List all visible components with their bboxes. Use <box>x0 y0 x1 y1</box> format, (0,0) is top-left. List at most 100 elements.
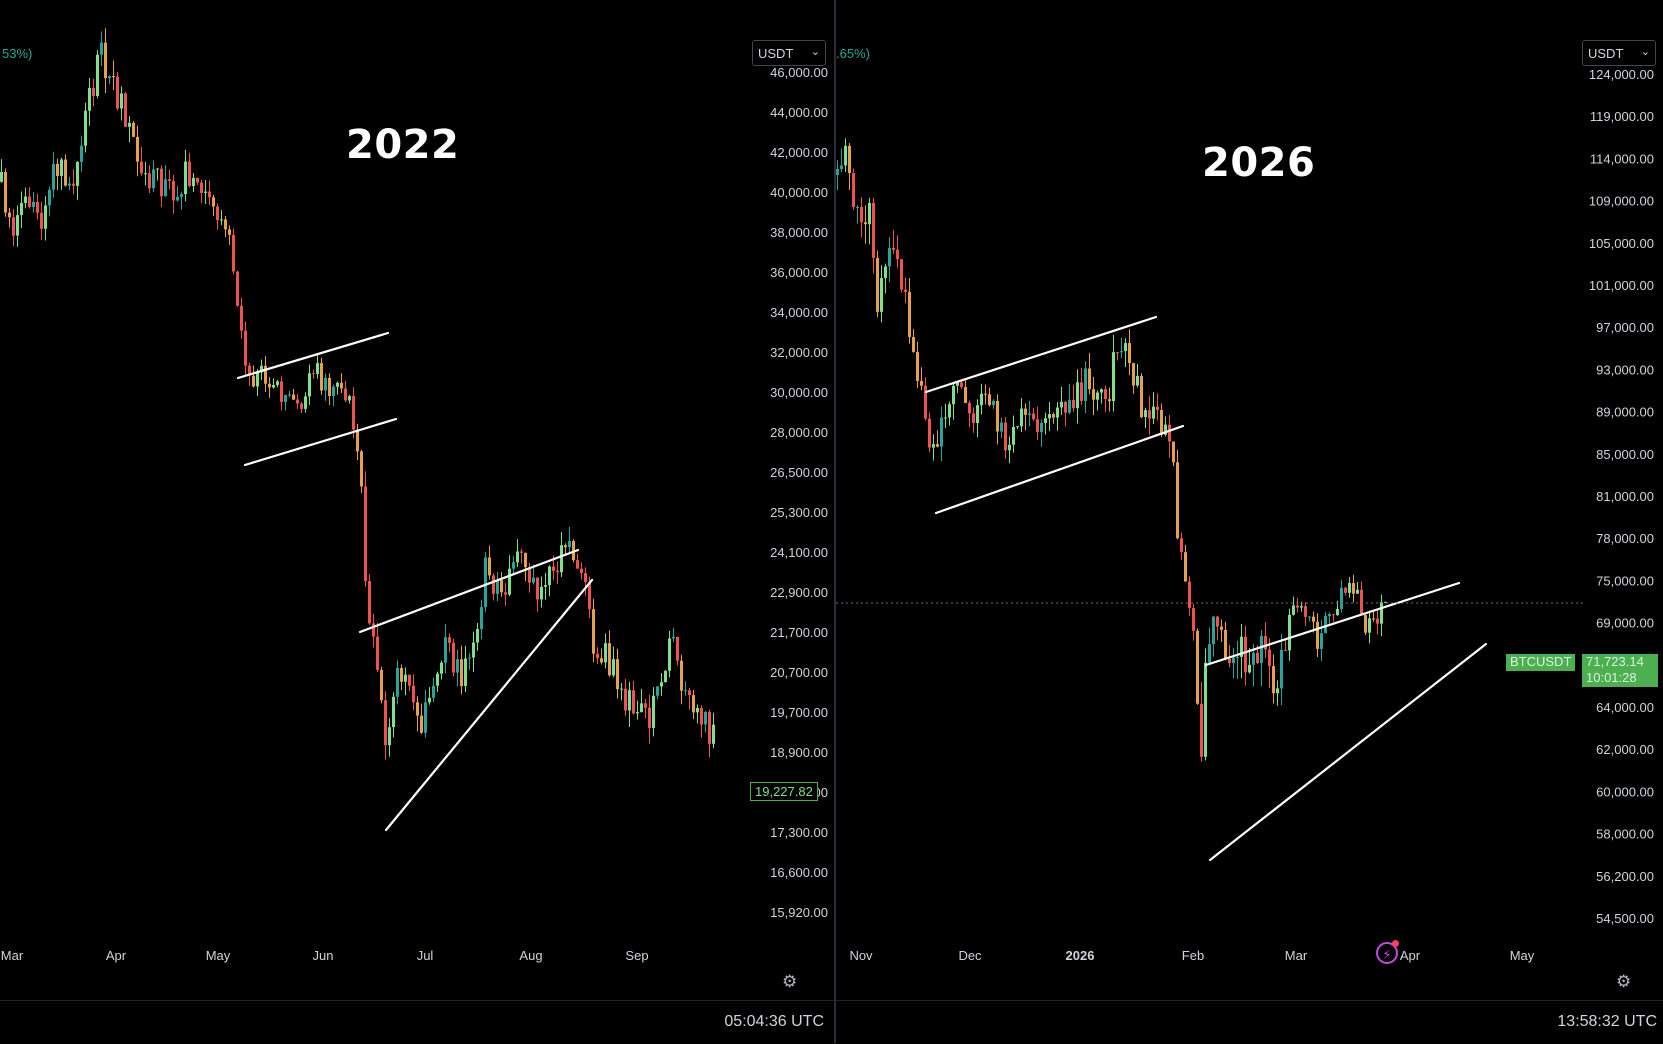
candle-body <box>444 637 447 663</box>
x-tick-label: Feb <box>1182 948 1204 963</box>
y-tick-label: 85,000.00 <box>1596 447 1654 462</box>
candle-body <box>400 668 403 682</box>
candle-body <box>292 394 295 400</box>
candle-body <box>580 568 583 574</box>
candle-body <box>208 191 211 198</box>
candle-body <box>76 161 79 186</box>
candle-body <box>676 636 679 661</box>
candle-body <box>920 380 923 386</box>
candle-body <box>440 662 443 674</box>
y-tick-label: 62,000.00 <box>1596 742 1654 757</box>
candle-body <box>56 163 59 176</box>
currency-select[interactable]: USDT ⌄ <box>752 40 826 66</box>
x-tick-label: Jul <box>417 948 434 963</box>
candle-body <box>1264 635 1267 650</box>
candle-body <box>988 394 991 406</box>
candle-body <box>1228 658 1231 664</box>
y-tick-label: 28,000.00 <box>770 425 828 440</box>
chart-panel-2022[interactable]: 46,000.00 44,000.00 42,000.00 40,000.00 38,0… <box>0 0 834 1000</box>
candle-body <box>1004 422 1007 451</box>
candle-body <box>128 122 131 127</box>
candle-body <box>344 388 347 401</box>
candle-body <box>1300 606 1303 608</box>
candle-body <box>1084 368 1087 401</box>
y-tick-label: 58,000.00 <box>1596 827 1654 842</box>
lightning-icon[interactable]: ⚡ <box>1376 942 1398 964</box>
candle-body <box>532 577 535 583</box>
candlestick-chart-2022[interactable]: 46,000.00 44,000.00 42,000.00 40,000.00 38,0… <box>0 0 834 1000</box>
x-tick-label: May <box>1510 948 1535 963</box>
candle-body <box>684 690 687 692</box>
y-tick-label: 78,000.00 <box>1596 531 1654 546</box>
candle-body <box>1288 614 1291 651</box>
candle-body <box>904 289 907 292</box>
candle-body <box>888 247 891 267</box>
candle-body <box>1296 605 1299 608</box>
candle-body <box>1352 583 1355 594</box>
candle-body <box>1272 666 1275 694</box>
gear-icon[interactable]: ⚙ <box>782 972 798 991</box>
candle-body <box>1304 606 1307 617</box>
candle-body <box>712 724 715 744</box>
candle-body <box>1176 462 1179 539</box>
candle-body <box>412 685 415 703</box>
candle-body <box>1180 538 1183 553</box>
candle-body <box>424 702 427 733</box>
candle-body <box>388 727 391 746</box>
candle-body <box>148 173 151 189</box>
chart-panel-2026[interactable]: 124,000.00 119,000.00 114,000.00 109,000.00… <box>836 0 1663 1000</box>
trendline <box>1208 642 1488 862</box>
candle-body <box>1204 662 1207 757</box>
candle-body <box>1060 401 1063 408</box>
x-tick-label: Sep <box>625 948 648 963</box>
candle-body <box>144 173 147 175</box>
candle-body <box>84 110 87 146</box>
candle-body <box>1132 363 1135 386</box>
candle-body <box>1324 616 1327 634</box>
x-tick-label: Apr <box>1400 948 1421 963</box>
candle-body <box>656 686 659 696</box>
candle-body <box>704 711 707 725</box>
candle-body <box>1028 413 1031 415</box>
candle-body <box>1336 608 1339 616</box>
candle-body <box>8 212 11 218</box>
candle-body <box>380 669 383 701</box>
candle-body <box>672 636 675 639</box>
y-tick-label: 24,100.00 <box>770 545 828 560</box>
candle-body <box>1112 352 1115 402</box>
candle-body <box>316 363 319 374</box>
y-tick-label: 38,000.00 <box>770 225 828 240</box>
candle-body <box>492 575 495 594</box>
y-tick-label: 18,900.00 <box>770 745 828 760</box>
candle-body <box>1052 414 1055 418</box>
candle-body <box>868 202 871 225</box>
candle-body <box>1316 621 1319 649</box>
candle-body <box>164 179 167 197</box>
candle-body <box>256 372 259 387</box>
candle-body <box>1240 636 1243 657</box>
candle-body <box>372 623 375 637</box>
candlestick-chart-2026[interactable]: 124,000.00 119,000.00 114,000.00 109,000.00… <box>836 0 1663 1000</box>
candle-body <box>480 607 483 630</box>
y-tick-label: 44,000.00 <box>770 105 828 120</box>
candle-body <box>336 382 339 387</box>
candle-body <box>1056 407 1059 418</box>
candle-body <box>156 168 159 170</box>
candle-body <box>1212 616 1215 645</box>
candle-body <box>540 586 543 600</box>
gear-icon[interactable]: ⚙ <box>1616 972 1632 991</box>
candle-body <box>448 637 451 643</box>
candle-body <box>860 206 863 223</box>
candle-body <box>872 202 875 259</box>
candle-body <box>648 707 651 729</box>
candle-body <box>524 552 527 568</box>
bottom-bar-2022: 05:04:36 UTC <box>0 1000 834 1044</box>
candle-body <box>560 545 563 573</box>
candle-body <box>36 201 39 213</box>
currency-select[interactable]: USDT ⌄ <box>1582 40 1656 66</box>
candle-body <box>1372 618 1375 620</box>
symbol-label: BTCUSDT <box>1506 654 1576 671</box>
candle-body <box>632 690 635 714</box>
candle-body <box>1044 418 1047 424</box>
candle-body <box>184 161 187 195</box>
